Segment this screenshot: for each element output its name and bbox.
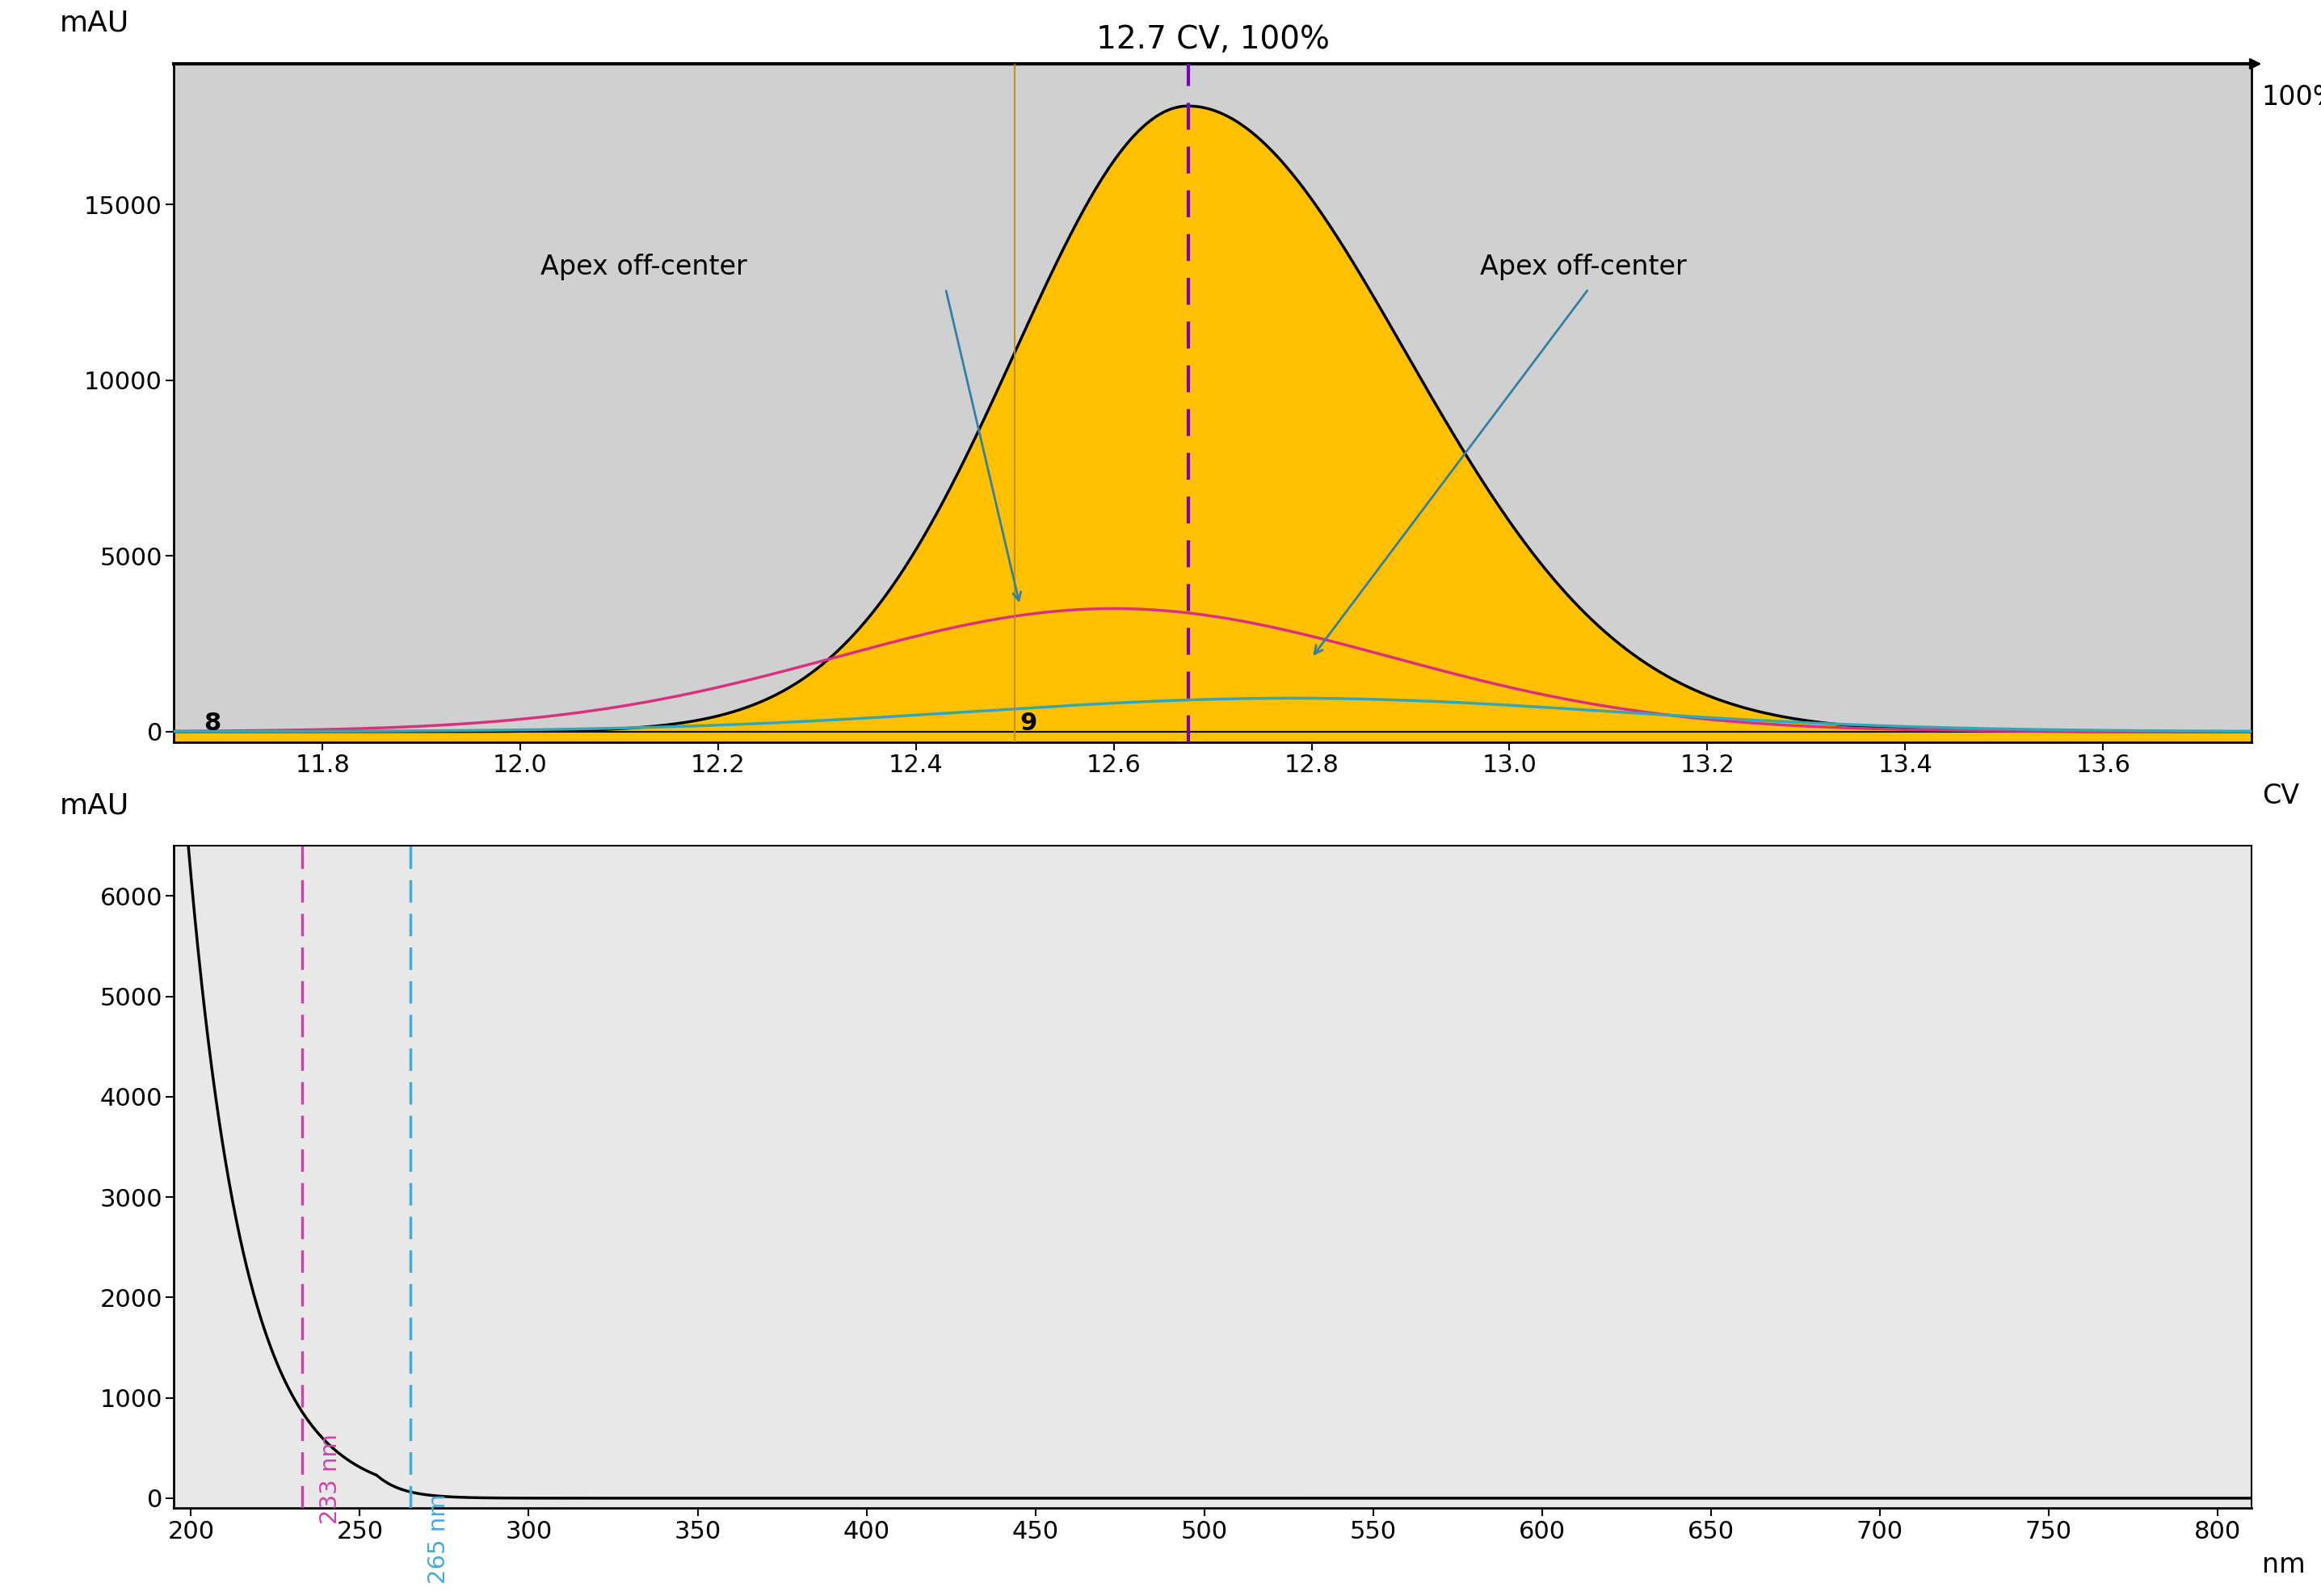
Text: 233 nm: 233 nm <box>320 1433 341 1524</box>
Text: 8: 8 <box>204 712 220 734</box>
Text: CV: CV <box>2261 784 2300 809</box>
Text: 265 nm: 265 nm <box>427 1494 450 1583</box>
Text: Apex off-center: Apex off-center <box>541 254 747 281</box>
Text: nm: nm <box>2261 1551 2305 1578</box>
Text: Apex off-center: Apex off-center <box>1481 254 1687 281</box>
Text: mAU: mAU <box>60 792 130 819</box>
Text: mAU: mAU <box>60 10 130 37</box>
Text: 100%: 100% <box>2261 85 2321 110</box>
Text: 9: 9 <box>1019 712 1037 734</box>
Title: 12.7 CV, 100%: 12.7 CV, 100% <box>1096 24 1330 54</box>
